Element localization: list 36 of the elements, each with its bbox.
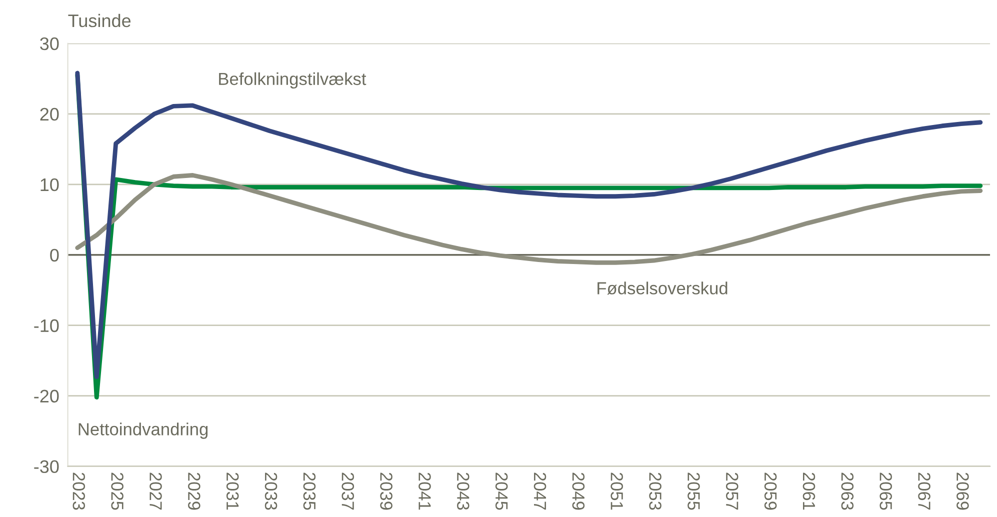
series-label: Fødselsoverskud [598, 282, 728, 295]
x-tick-label: 2045 [495, 472, 508, 510]
y-tick-label: 30 [40, 37, 59, 50]
x-tick-label: 2023 [72, 472, 86, 510]
x-tick-label: 2051 [610, 472, 623, 510]
x-tick-label: 2039 [380, 472, 392, 510]
x-tick-label: 2025 [111, 472, 124, 510]
y-tick-label: 20 [40, 108, 59, 121]
x-tick-label: 2053 [649, 472, 662, 510]
series-label: Befolkningstilvækst [219, 72, 366, 89]
series-label: Nettoindvandring [78, 422, 208, 439]
y-tick-label: -30 [34, 460, 59, 474]
x-tick-label: 2041 [418, 472, 431, 510]
x-tick-label: 2043 [457, 472, 470, 510]
x-tick-label: 2037 [342, 472, 354, 510]
x-tick-label: 2055 [688, 472, 700, 510]
x-tick-label: 2029 [188, 472, 200, 510]
x-tick-label: 2047 [534, 472, 546, 510]
x-tick-label: 2065 [880, 472, 892, 510]
x-tick-label: 2049 [572, 472, 585, 510]
x-tick-label: 2067 [918, 472, 930, 510]
y-tick-label: -20 [34, 390, 59, 403]
x-tick-label: 2031 [226, 472, 239, 510]
y-tick-label: 0 [50, 248, 59, 262]
y-tick-label: 10 [40, 178, 59, 192]
line-series [75, 173, 983, 265]
x-tick-label: 2061 [802, 472, 816, 510]
x-tick-label: 2057 [726, 472, 738, 510]
y-axis-title: Tusinde [68, 14, 131, 28]
x-tick-label: 2035 [303, 472, 316, 510]
y-tick-label: -10 [34, 319, 59, 332]
x-tick-label: 2063 [841, 472, 854, 510]
x-tick-label: 2027 [150, 472, 162, 510]
x-tick-label: 2069 [956, 472, 969, 510]
x-tick-label: 2059 [764, 472, 777, 510]
x-tick-label: 2033 [264, 472, 278, 510]
